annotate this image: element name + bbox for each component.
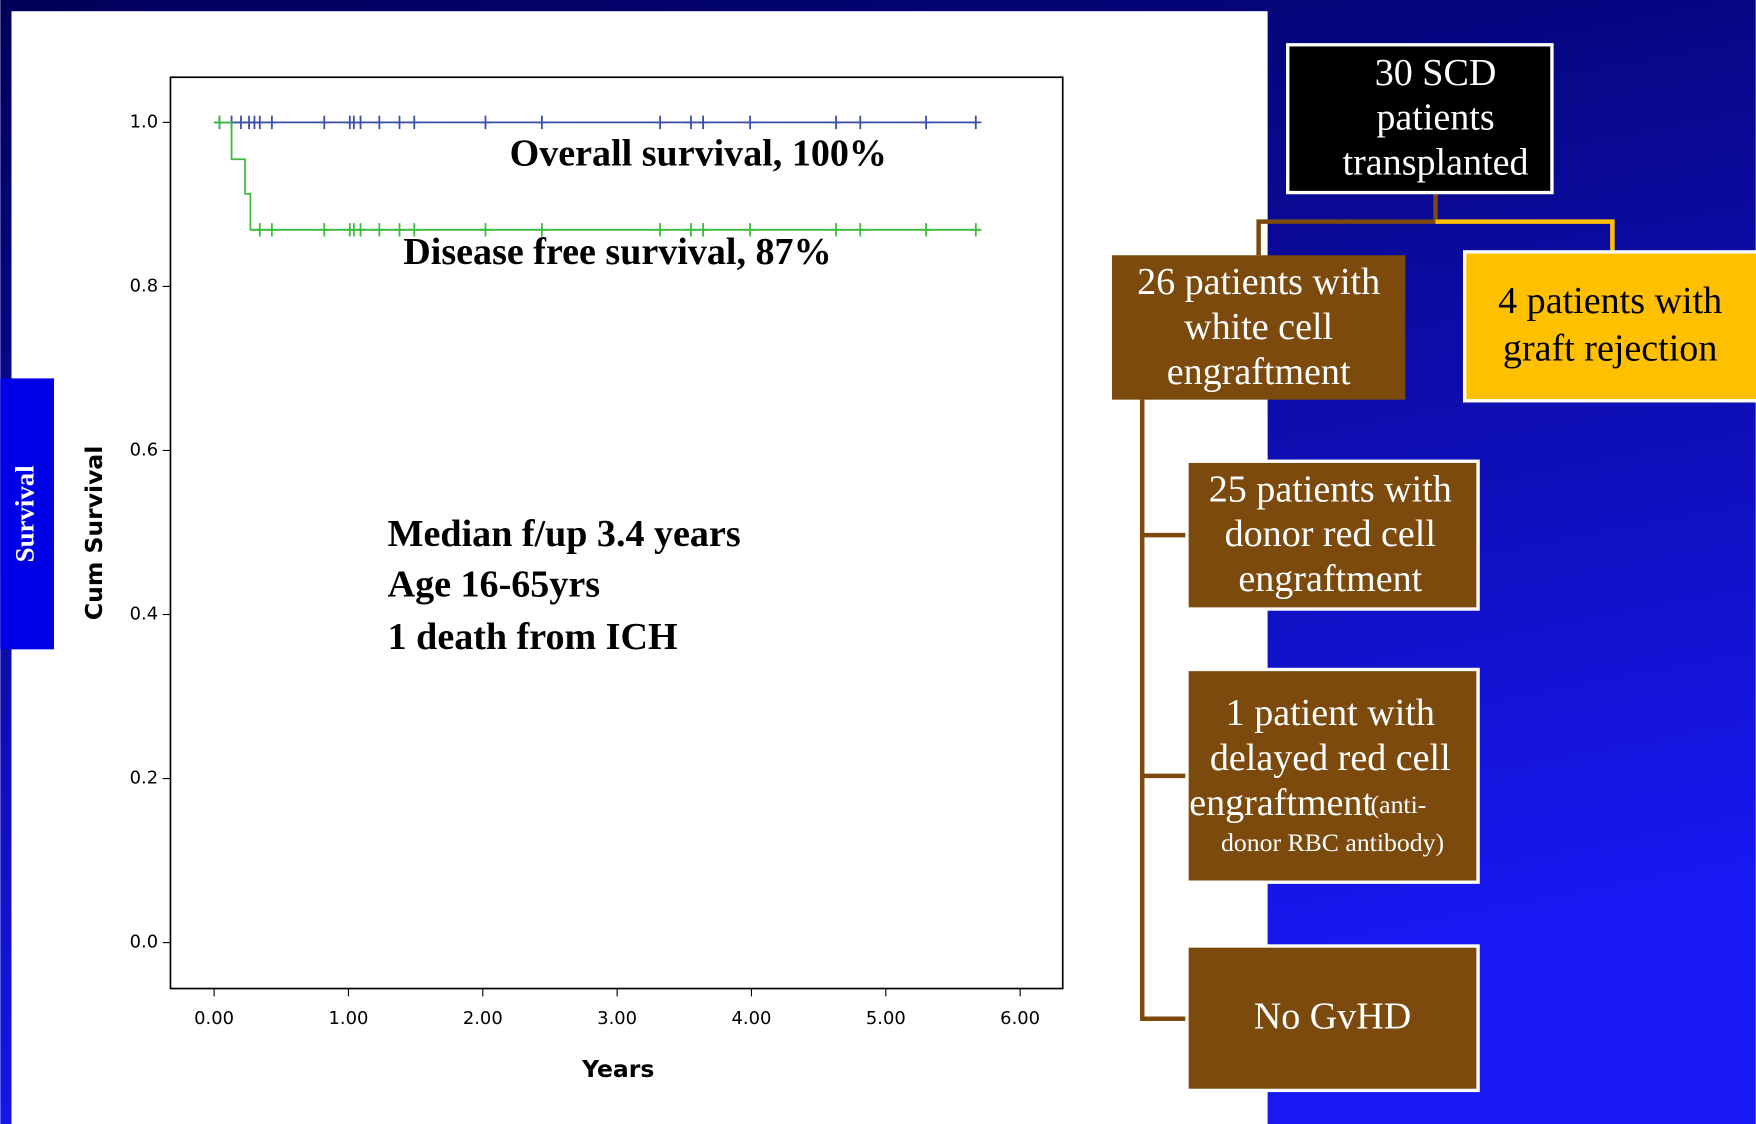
node-text: 26 patients with [1137,261,1380,303]
y-axis-label: Cum Survival [80,446,108,621]
node-note: (anti- [1371,790,1427,819]
node-box [1185,667,1480,884]
censor-mark [920,115,932,130]
annotation: 1 death from ICH [388,616,678,658]
y-tick-label: 0.8 [130,275,158,296]
annotation: Age 16-65yrs [388,563,600,605]
censor-mark [697,223,709,237]
y-tick-label: 0.0 [130,932,158,953]
survival-line [214,121,978,231]
censor-mark [254,115,266,130]
node-text: 25 patients with [1209,468,1452,510]
censor-mark [393,223,406,237]
annotation: Median f/up 3.4 years [388,513,741,555]
censor-mark [254,223,266,237]
censor-mark [854,223,866,237]
x-tick-label: 0.00 [194,1008,234,1029]
censor-mark [970,223,982,237]
censor-mark [654,223,666,237]
node-text: engraftment [1189,782,1373,824]
node-text: 30 SCD [1375,52,1497,94]
censor-mark [854,115,866,130]
censor-mark [920,223,932,237]
censor-mark [685,223,697,237]
x-tick-label: 1.00 [329,1008,369,1029]
censor-mark [373,223,385,237]
censor-mark [479,115,492,130]
censor-mark [266,223,278,237]
node-text: engraftment [1238,558,1422,600]
node-box [1185,944,1480,1093]
node-text: No GvHD [1254,996,1411,1038]
censor-mark [744,115,756,130]
annotation: Disease free survival, 87% [403,231,831,273]
censor-mark [697,115,709,130]
censor-mark [744,223,756,237]
node-text: engraftment [1167,351,1351,393]
node-box [1462,250,1756,403]
censor-mark [536,223,548,237]
node-text: graft rejection [1503,327,1717,369]
censor-mark [318,115,330,130]
node-note: donor RBC antibody) [1221,828,1444,857]
x-tick-label: 2.00 [463,1008,503,1029]
censor-mark [536,115,548,130]
node-box [1111,255,1406,400]
connector [1139,399,1187,1022]
x-tick-label: 5.00 [866,1008,906,1029]
chart-panel [11,11,1268,1124]
side-label: Survival [9,465,39,562]
node-text: white cell [1184,306,1333,348]
connector [1256,192,1438,256]
connector [1435,219,1615,252]
censor-mark [408,115,420,130]
censor-mark [393,115,406,130]
node-text: patients [1376,97,1494,139]
y-tick-label: 0.6 [130,439,158,460]
censor-mark [213,115,226,130]
censor-mark [373,115,385,130]
x-tick-label: 3.00 [597,1008,637,1029]
x-tick-label: 4.00 [732,1008,772,1029]
censor-mark [408,223,420,237]
node-text: transplanted [1343,141,1529,183]
y-tick-label: 0.4 [130,604,158,625]
y-tick-label: 1.0 [130,111,158,132]
censor-mark [354,223,367,237]
node-text: donor red cell [1225,513,1436,555]
y-tick-label: 0.2 [130,768,158,789]
censor-mark [830,223,842,237]
node-text: 4 patients with [1498,280,1722,322]
censor-mark [654,115,666,130]
x-tick-label: 6.00 [1000,1008,1040,1029]
node-box [1185,459,1480,611]
node-box [1286,43,1554,195]
censor-mark [266,115,278,130]
censor-mark [318,223,330,237]
censor-mark [479,223,492,237]
censor-mark [685,115,697,130]
annotation: Overall survival, 100% [510,132,887,174]
connectors [1139,192,1615,1022]
node-text: 1 patient with [1226,692,1435,734]
x-axis-label: Years [581,1055,654,1083]
censor-mark [970,115,982,130]
censor-mark [354,115,367,130]
node-text: delayed red cell [1210,737,1451,779]
side-label-box [0,378,55,650]
censor-mark [830,115,842,130]
